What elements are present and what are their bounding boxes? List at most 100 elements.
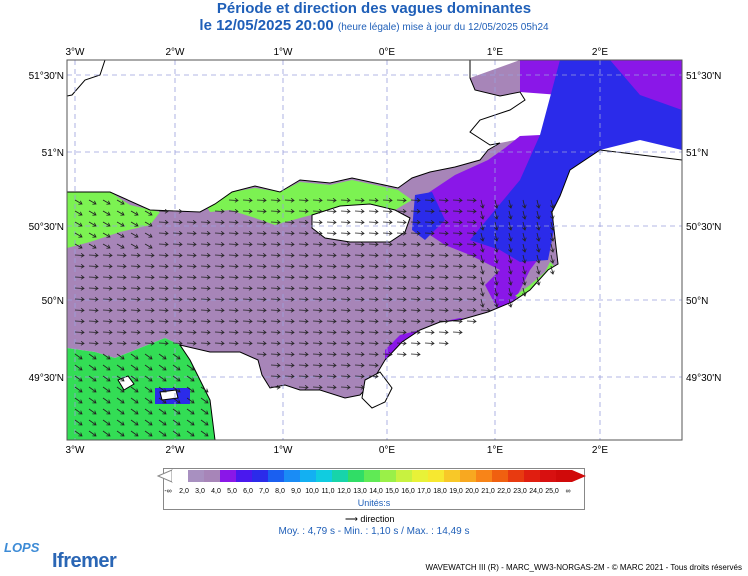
direction-arrow: [396, 253, 407, 258]
direction-arrow: [102, 275, 113, 280]
direction-arrow: [144, 286, 155, 291]
direction-arrow: [242, 275, 253, 280]
stats-line: Moy. : 4,79 s - Min. : 1,10 s / Max. : 1…: [278, 526, 470, 537]
direction-arrow: [382, 341, 393, 346]
direction-arrow: [340, 264, 351, 269]
direction-arrow: [368, 352, 379, 357]
direction-arrow: [298, 319, 309, 324]
direction-arrow: [130, 275, 141, 280]
direction-arrow: [270, 352, 281, 357]
direction-arrow: [368, 319, 379, 324]
legend-tick-label: 3,0: [195, 488, 205, 495]
direction-arrow: [480, 210, 485, 220]
direction-arrow: [74, 419, 83, 426]
direction-arrow: [354, 286, 365, 291]
direction-arrow: [88, 199, 97, 205]
direction-arrow: [494, 276, 499, 286]
direction-arrow: [172, 353, 181, 360]
direction-arrow: [214, 242, 225, 247]
direction-arrow: [270, 297, 281, 302]
direction-arrow: [340, 385, 351, 390]
direction-arrow: [452, 242, 463, 247]
direction-arrow: [368, 308, 379, 313]
direction-arrow: [396, 220, 407, 225]
direction-arrow: [242, 264, 253, 269]
direction-arrow: [396, 286, 407, 291]
direction-arrow: [508, 199, 513, 209]
direction-arrow: [382, 275, 393, 280]
direction-arrow: [312, 308, 323, 313]
direction-arrow: [424, 330, 435, 335]
direction-arrow: [242, 286, 253, 291]
direction-arrow: [130, 397, 139, 404]
direction-arrow: [508, 221, 513, 231]
sea-zone-green-south: [67, 338, 215, 440]
direction-arrow: [74, 397, 83, 404]
direction-arrow: [74, 386, 83, 393]
direction-arrow: [228, 220, 239, 225]
direction-arrow: [382, 220, 393, 225]
direction-arrow: [312, 209, 323, 214]
direction-arrow: [270, 264, 281, 269]
direction-arrow: [158, 330, 169, 335]
direction-arrow: [312, 198, 323, 203]
direction-arrow: [466, 308, 477, 313]
sea-zone-blue-west: [412, 192, 445, 240]
lon-label: 1°E: [487, 445, 504, 456]
direction-arrow: [452, 297, 463, 302]
direction-arrow: [158, 419, 167, 426]
direction-arrow: [410, 330, 421, 335]
direction-arrow: [130, 232, 139, 238]
direction-arrow: [340, 297, 351, 302]
direction-arrows: [74, 198, 555, 437]
legend-swatch: [492, 470, 508, 482]
direction-arrow: [214, 253, 225, 258]
direction-arrow: [312, 330, 323, 335]
direction-arrow: [270, 209, 281, 214]
direction-arrow: [522, 243, 527, 253]
direction-arrow: [536, 210, 541, 220]
direction-arrow: [130, 319, 141, 324]
legend-tick-label: 21,0: [481, 488, 495, 495]
direction-arrow: [298, 264, 309, 269]
direction-arrow: [88, 243, 97, 249]
legend-tick-label: 24,0: [529, 488, 543, 495]
direction-arrow: [158, 430, 167, 437]
direction-arrow: [284, 308, 295, 313]
direction-arrow: [88, 330, 99, 335]
direction-arrow: [88, 397, 97, 404]
direction-arrow: [102, 243, 111, 249]
direction-arrow: [480, 276, 485, 286]
direction-arrow: [410, 198, 421, 203]
direction-arrow: [410, 319, 421, 324]
direction-arrow: [298, 220, 309, 225]
direction-arrow: [116, 364, 125, 371]
direction-arrow: [172, 419, 181, 426]
direction-arrow: [242, 220, 253, 225]
direction-arrow: [186, 308, 197, 313]
direction-arrow: [326, 341, 337, 346]
direction-arrow: [508, 243, 513, 253]
direction-arrow: [396, 308, 407, 313]
direction-arrow: [144, 275, 155, 280]
legend-tick-label: 17,0: [417, 488, 431, 495]
direction-arrow: [466, 231, 477, 236]
lat-label: 51°N: [686, 148, 708, 159]
map-title: Période et direction des vagues dominant…: [216, 0, 532, 17]
direction-arrow: [270, 220, 281, 225]
direction-arrow: [116, 253, 127, 258]
legend-tick-label: 4,0: [211, 488, 221, 495]
direction-arrow: [382, 330, 393, 335]
direction-arrow: [256, 330, 267, 335]
direction-arrow: [494, 287, 499, 297]
direction-arrow: [242, 209, 253, 214]
legend-tick-label: 10,0: [305, 488, 319, 495]
direction-arrow: [298, 330, 309, 335]
direction-arrow: [424, 242, 435, 247]
direction-arrow: [550, 199, 555, 209]
direction-arrow: [410, 231, 421, 236]
direction-arrow: [172, 231, 183, 236]
direction-arrow: [494, 210, 499, 220]
direction-arrow: [116, 353, 125, 360]
direction-arrow: [172, 220, 183, 225]
